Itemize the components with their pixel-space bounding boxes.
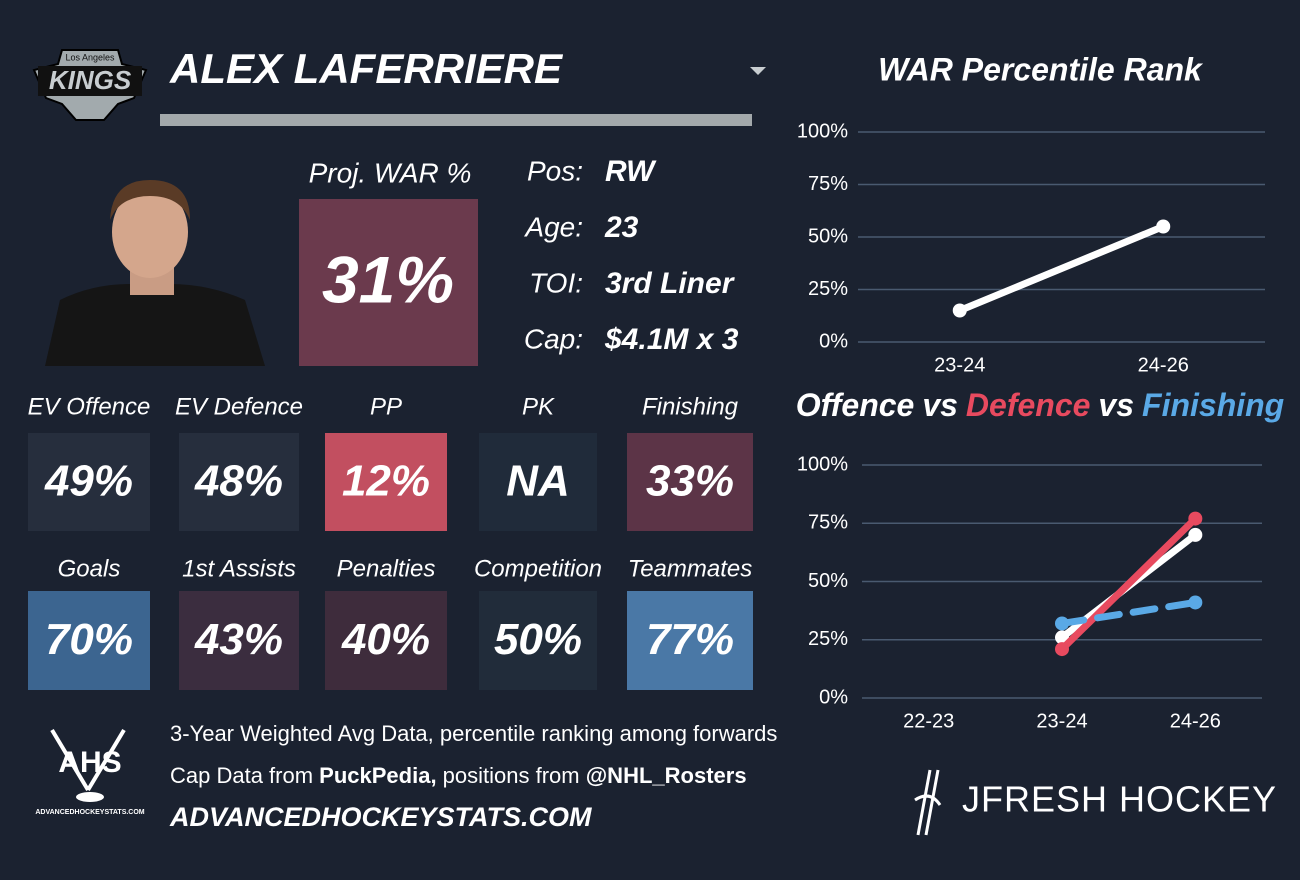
- tile-box: [479, 433, 597, 531]
- legend-entry: Offence: [796, 387, 915, 423]
- footer-text: positions from: [437, 763, 586, 788]
- player-name: ALEX LAFERRIERE: [169, 45, 564, 92]
- bio-value: 3rd Liner: [605, 267, 736, 300]
- tile-box: [325, 591, 447, 690]
- footer-text: @NHL_Rosters: [586, 763, 747, 788]
- series-line: [1058, 598, 1199, 627]
- series-point: [1055, 616, 1069, 631]
- y-tick-label: 100%: [797, 453, 848, 475]
- series-point: [1055, 642, 1069, 657]
- tile-label: Teammates: [628, 555, 753, 582]
- bio-label: Cap:: [524, 323, 583, 354]
- series-point: [1188, 595, 1203, 610]
- ahs-logo: AHS ADVANCEDHOCKEYSTATS.COM: [35, 728, 145, 816]
- logo-top: Los Angeles: [65, 52, 115, 62]
- tile-label: EV Defence: [175, 393, 303, 420]
- team-logo: Los Angeles KINGS: [32, 49, 148, 121]
- series-point: [1188, 527, 1203, 542]
- series-point: [1188, 511, 1203, 526]
- player-photo: [45, 175, 265, 366]
- series-point: [1156, 219, 1171, 234]
- tile-value: 77%: [646, 615, 734, 664]
- title-joiner: vs: [1098, 387, 1134, 423]
- dropdown-arrow[interactable]: [750, 67, 766, 75]
- tile-box: [627, 591, 753, 690]
- x-tick-label: 23-24: [1036, 710, 1087, 732]
- footer-line: ADVANCEDHOCKEYSTATS.COM: [169, 802, 592, 832]
- tile-box: [479, 591, 597, 690]
- y-tick-label: 25%: [808, 278, 848, 300]
- x-tick-label: 22-23: [903, 710, 954, 732]
- legend-entry: Finishing: [1142, 387, 1284, 423]
- brand-logo: JFRESH HOCKEY: [914, 769, 1277, 836]
- tile-value: 50%: [494, 615, 582, 664]
- series-line: [1058, 515, 1199, 653]
- tile-value: NA: [506, 457, 570, 506]
- divider-bar: [160, 114, 752, 126]
- tile-box: [28, 433, 150, 531]
- tile-value: 48%: [194, 457, 283, 506]
- tile-value: 43%: [194, 615, 283, 664]
- brand-text: JFRESH HOCKEY: [962, 779, 1277, 820]
- tile-box: [325, 433, 447, 531]
- tile-value: 12%: [342, 457, 430, 506]
- footer-text: Cap Data from: [170, 763, 319, 788]
- bio-value: $4.1M x 3: [604, 323, 739, 356]
- legend-entry: Defence: [966, 387, 1091, 423]
- tile-label: Competition: [474, 555, 602, 582]
- y-tick-label: 75%: [808, 512, 848, 534]
- tile-label: Goals: [58, 555, 121, 582]
- series-point: [952, 303, 967, 318]
- ahs-logo-text: AHS: [58, 746, 121, 779]
- x-tick-label: 23-24: [934, 354, 985, 376]
- tile-value: 33%: [646, 457, 734, 506]
- title-joiner: vs: [922, 387, 958, 423]
- y-tick-label: 100%: [797, 120, 848, 142]
- chart-title: Offence vs Defence vs Finishing: [796, 387, 1284, 423]
- bio-value: RW: [605, 155, 657, 188]
- tile-label: Finishing: [642, 393, 739, 420]
- tile-label: 1st Assists: [182, 555, 296, 582]
- tile-box: [627, 433, 753, 531]
- tile-box: [179, 591, 299, 690]
- footer-text: 3-Year Weighted Avg Data, percentile ran…: [170, 721, 777, 746]
- y-tick-label: 0%: [819, 330, 848, 352]
- bio-label: Pos:: [527, 155, 583, 186]
- tile-value: 49%: [44, 457, 133, 506]
- bio-label: Age:: [523, 211, 583, 242]
- tile-label: PK: [522, 393, 555, 420]
- bio-label: TOI:: [529, 267, 583, 298]
- tile-value: 70%: [45, 615, 133, 664]
- x-tick-label: 24-26: [1138, 354, 1189, 376]
- proj-war-label: Proj. WAR %: [309, 157, 472, 188]
- y-tick-label: 0%: [819, 686, 848, 708]
- footer-line: Cap Data from PuckPedia, positions from …: [170, 763, 747, 788]
- ahs-url: ADVANCEDHOCKEYSTATS.COM: [35, 809, 144, 816]
- footer-text: ADVANCEDHOCKEYSTATS.COM: [169, 802, 592, 832]
- y-tick-label: 50%: [808, 225, 848, 247]
- y-tick-label: 50%: [808, 570, 848, 592]
- proj-war-box: [299, 199, 478, 366]
- tile-label: EV Offence: [28, 393, 151, 420]
- chart-title: WAR Percentile Rank: [878, 51, 1204, 87]
- tile-box: [28, 591, 150, 690]
- footer-text: PuckPedia,: [319, 763, 436, 788]
- proj-war-value: 31%: [322, 242, 454, 316]
- series-line: [956, 223, 1167, 314]
- footer-line: 3-Year Weighted Avg Data, percentile ran…: [170, 721, 777, 746]
- tile-box: [179, 433, 299, 531]
- tile-label: PP: [370, 393, 402, 420]
- x-tick-label: 24-26: [1170, 710, 1221, 732]
- y-tick-label: 25%: [808, 628, 848, 650]
- tile-label: Penalties: [337, 555, 436, 582]
- tile-value: 40%: [341, 615, 430, 664]
- y-tick-label: 75%: [808, 173, 848, 195]
- bio-value: 23: [604, 211, 639, 244]
- logo-name: KINGS: [49, 65, 132, 95]
